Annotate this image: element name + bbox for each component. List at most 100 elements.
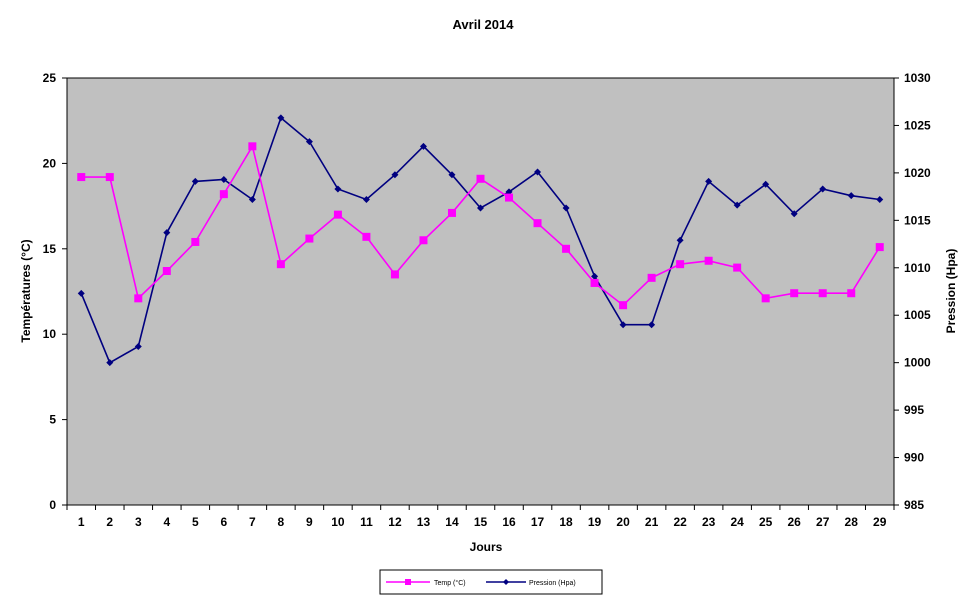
temperature-point [533, 219, 542, 228]
temperature-point [362, 232, 371, 241]
x-tick-label: 23 [702, 515, 716, 529]
x-tick-label: 6 [221, 515, 228, 529]
pressure-point [248, 195, 256, 203]
temperature-point [105, 173, 114, 182]
temperature-point [390, 270, 399, 279]
pressure-point [77, 289, 85, 297]
temperature-point [162, 267, 171, 276]
x-tick-label: 18 [559, 515, 573, 529]
pressure-point [220, 176, 228, 184]
pressure-point [676, 236, 684, 244]
x-tick-label: 2 [106, 515, 113, 529]
pressure-point [562, 204, 570, 212]
chart-title: Avril 2014 [453, 17, 515, 32]
pressure-point [134, 343, 142, 351]
y-right-tick-label: 1025 [904, 118, 931, 132]
y-right-tick-label: 1030 [904, 71, 931, 85]
pressure-point [419, 142, 427, 150]
pressure-point [362, 195, 370, 203]
y-left-tick-label: 25 [43, 71, 57, 85]
legend-pressure-marker [503, 579, 509, 585]
temperature-point [219, 190, 228, 199]
y-axis-right-title: Pression (Hpa) [944, 249, 958, 334]
pressure-point [391, 171, 399, 179]
pressure-point [448, 171, 456, 179]
temperature-point [647, 273, 656, 282]
temperature-point [305, 234, 314, 243]
y-left-tick-label: 15 [43, 242, 57, 256]
temperature-point [790, 289, 799, 298]
x-tick-label: 19 [588, 515, 602, 529]
pressure-point [191, 177, 199, 185]
pressure-point [534, 168, 542, 176]
pressure-point [790, 210, 798, 218]
y-right-tick-label: 990 [904, 451, 924, 465]
x-tick-label: 12 [388, 515, 402, 529]
x-tick-label: 17 [531, 515, 545, 529]
temperature-point [704, 256, 713, 265]
x-tick-label: 13 [417, 515, 431, 529]
legend-temp-marker [405, 579, 411, 585]
temperature-point [333, 210, 342, 219]
y-right-tick-label: 1000 [904, 356, 931, 370]
pressure-point [762, 180, 770, 188]
x-tick-label: 27 [816, 515, 830, 529]
pressure-point [334, 185, 342, 193]
x-tick-label: 25 [759, 515, 773, 529]
x-tick-label: 10 [331, 515, 345, 529]
pressure-point [305, 138, 313, 146]
x-tick-label: 9 [306, 515, 313, 529]
temperature-point [847, 289, 856, 298]
x-tick-label: 7 [249, 515, 256, 529]
temperature-point [419, 236, 428, 245]
pressure-point [163, 229, 171, 237]
temperature-point [248, 142, 257, 151]
x-tick-label: 3 [135, 515, 142, 529]
pressure-point [277, 114, 285, 122]
temperature-point [590, 278, 599, 287]
temperature-point [476, 174, 485, 183]
y-right-tick-label: 1015 [904, 213, 931, 227]
pressure-point [648, 321, 656, 329]
legend: Temp (°C) Pression (Hpa) [379, 569, 603, 595]
y-right-tick-label: 985 [904, 498, 924, 512]
temperature-point [676, 260, 685, 269]
x-tick-label: 8 [278, 515, 285, 529]
pressure-point [619, 321, 627, 329]
y-left-tick-label: 0 [49, 498, 56, 512]
temperature-point [761, 294, 770, 303]
x-tick-label: 29 [873, 515, 887, 529]
x-tick-label: 4 [163, 515, 170, 529]
x-axis-title: Jours [470, 540, 503, 554]
temperature-point [875, 243, 884, 252]
temperature-point [733, 263, 742, 272]
pressure-point [106, 359, 114, 367]
x-tick-label: 11 [360, 515, 373, 529]
x-tick-label: 26 [788, 515, 802, 529]
temperature-point [134, 294, 143, 303]
legend-temp-label: Temp (°C) [434, 579, 466, 587]
pressure-point [591, 272, 599, 280]
x-tick-label: 22 [673, 515, 687, 529]
legend-pressure-label: Pression (Hpa) [529, 580, 576, 587]
temperature-point [191, 237, 200, 246]
temperature-point [77, 173, 86, 182]
temperature-point [619, 301, 628, 310]
pressure-point [847, 192, 855, 200]
pressure-point [733, 201, 741, 209]
x-tick-label: 5 [192, 515, 199, 529]
pressure-point [705, 177, 713, 185]
pressure-point [477, 204, 484, 212]
x-tick-label: 21 [645, 515, 659, 529]
pressure-point [876, 195, 884, 203]
x-tick-label: 20 [616, 515, 630, 529]
x-tick-label: 24 [730, 515, 744, 529]
plot-area [66, 77, 895, 506]
x-tick-label: 16 [502, 515, 516, 529]
y-left-tick-label: 5 [49, 413, 56, 427]
y-right-tick-label: 1005 [904, 308, 931, 322]
temperature-point [505, 193, 514, 202]
x-tick-label: 14 [445, 515, 459, 529]
